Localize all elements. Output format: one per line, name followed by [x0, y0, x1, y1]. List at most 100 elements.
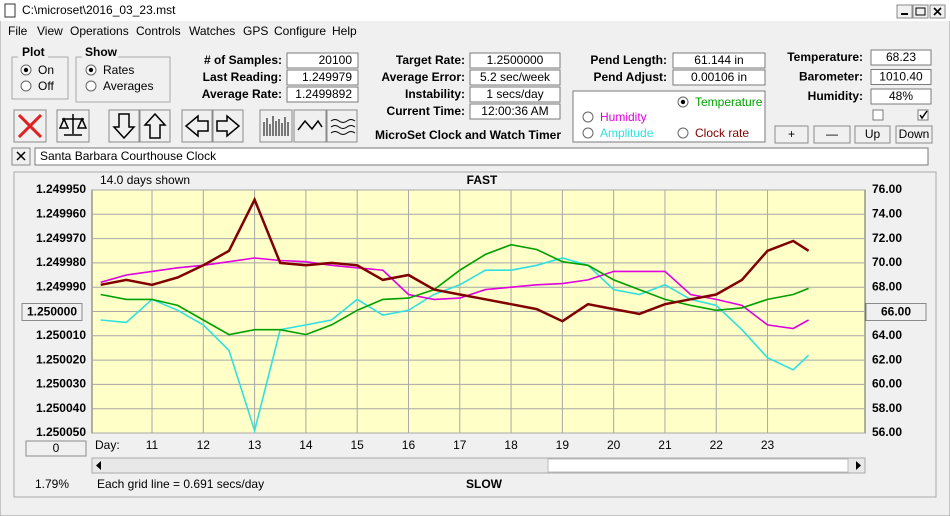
- field-box: [286, 86, 359, 103]
- field-label: Temperature:: [787, 50, 863, 64]
- field-value: 61.144 in: [694, 53, 743, 67]
- minimize-button[interactable]: [896, 4, 913, 19]
- y-tick-label: 74.00: [872, 206, 902, 220]
- maximize-glyph: [915, 7, 926, 16]
- maximize-button[interactable]: [912, 4, 929, 19]
- y-tick-label: 66.00: [881, 305, 911, 319]
- x-tick-label: 13: [248, 438, 262, 452]
- field-box: [672, 52, 766, 69]
- menu-item[interactable]: Operations: [70, 24, 129, 38]
- field-value: 1.2499892: [295, 87, 352, 101]
- field-box: [469, 103, 561, 120]
- field-value: 0.00106 in: [691, 70, 747, 84]
- chart-title: FAST: [467, 173, 498, 187]
- control-button[interactable]: [854, 125, 891, 144]
- menu-item[interactable]: View: [37, 24, 63, 38]
- window-controls[interactable]: [896, 4, 946, 19]
- menu-item[interactable]: Configure: [274, 24, 326, 38]
- radio-label: On: [38, 63, 54, 77]
- field-box: [469, 69, 561, 86]
- radio-button[interactable]: [20, 80, 32, 92]
- clock-name: Santa Barbara Courthouse Clock: [40, 149, 217, 163]
- x-tick-label: 17: [453, 438, 467, 452]
- menu-item[interactable]: Watches: [189, 24, 235, 38]
- curve-icon: [297, 119, 323, 131]
- axis-button[interactable]: [21, 303, 83, 321]
- group-title: Plot: [22, 45, 45, 59]
- clock-name-box[interactable]: [34, 147, 929, 166]
- x-tick-label: 18: [504, 438, 518, 452]
- radio-button[interactable]: [677, 127, 689, 139]
- bars-icon: [263, 116, 289, 136]
- field-label: Current Time:: [387, 104, 465, 118]
- right-button[interactable]: [212, 109, 244, 143]
- button-label: Down: [899, 127, 930, 141]
- y-tick-label: 58.00: [872, 401, 902, 415]
- y-tick-label: 76.00: [872, 182, 902, 196]
- menu-item[interactable]: GPS: [243, 24, 268, 38]
- radio-label: Rates: [103, 63, 134, 77]
- control-button[interactable]: [813, 125, 851, 144]
- radio-button[interactable]: [85, 80, 97, 92]
- field-box: [870, 49, 932, 66]
- field-value: 1.249979: [302, 70, 352, 84]
- series-line: [100, 243, 809, 336]
- series-line: [100, 196, 810, 323]
- field-label: Pend Length:: [590, 53, 667, 67]
- checkbox[interactable]: [872, 109, 884, 121]
- toolbar: [13, 109, 358, 143]
- y-tick-label: 1.249970: [36, 231, 86, 245]
- down-button[interactable]: [108, 109, 140, 143]
- y-tick-label: 1.250040: [36, 401, 86, 415]
- y-tick-label: 62.00: [872, 352, 902, 366]
- field-box: [469, 52, 561, 69]
- radio-dot: [680, 99, 686, 105]
- field-label: Average Rate:: [202, 87, 282, 101]
- legend-label: Humidity: [600, 110, 647, 124]
- axis-button[interactable]: [865, 303, 927, 321]
- field-box: [870, 88, 932, 105]
- checkbox[interactable]: [917, 109, 929, 121]
- y-tick-label: 1.249990: [36, 279, 86, 293]
- zoom-button[interactable]: [25, 440, 87, 457]
- scroll-thumb[interactable]: [547, 458, 849, 473]
- radio-dot: [23, 67, 29, 73]
- group-label-bg: [18, 47, 48, 59]
- y-tick-label: 1.249980: [36, 255, 86, 269]
- field-value: 12:00:36 AM: [481, 104, 548, 118]
- clear-glyph: [16, 151, 26, 161]
- field-box: [469, 86, 561, 103]
- control-button[interactable]: [895, 125, 933, 144]
- series-selector: [572, 90, 766, 143]
- radio-button[interactable]: [582, 127, 594, 139]
- window-title: C:\microset\2016_03_23.mst: [22, 3, 176, 17]
- check-mark: [919, 110, 928, 120]
- y-tick-label: 1.249950: [36, 182, 86, 196]
- y-tick-label: 60.00: [872, 377, 902, 391]
- menu-item[interactable]: Help: [332, 24, 357, 38]
- field-label: Barometer:: [799, 70, 863, 84]
- span-label: 14.0 days shown: [100, 173, 190, 187]
- app-title: MicroSet Clock and Watch Timer: [375, 128, 561, 142]
- menu-item[interactable]: Controls: [136, 24, 181, 38]
- field-value: 68.23: [886, 50, 916, 64]
- button-label: —: [826, 127, 838, 141]
- x-tick-label: 12: [197, 438, 211, 452]
- percent: 1.79%: [35, 477, 69, 491]
- group-label-bg: [82, 47, 118, 59]
- radio-button[interactable]: [582, 111, 594, 123]
- left-arrow: [184, 114, 209, 138]
- app-icon: [4, 3, 16, 18]
- legend-label: Temperature: [695, 95, 763, 109]
- field-value: 20100: [319, 53, 353, 67]
- menu-item[interactable]: File: [8, 24, 28, 38]
- up-button[interactable]: [139, 109, 171, 143]
- x-tick-label: 23: [761, 438, 775, 452]
- control-button[interactable]: [774, 125, 809, 144]
- left-button[interactable]: [181, 109, 213, 143]
- field-box: [286, 69, 359, 86]
- series-line: [100, 257, 809, 330]
- y-tick-label: 72.00: [872, 231, 902, 245]
- series-line: [100, 257, 810, 434]
- grid-note: Each grid line = 0.691 secs/day: [97, 477, 264, 491]
